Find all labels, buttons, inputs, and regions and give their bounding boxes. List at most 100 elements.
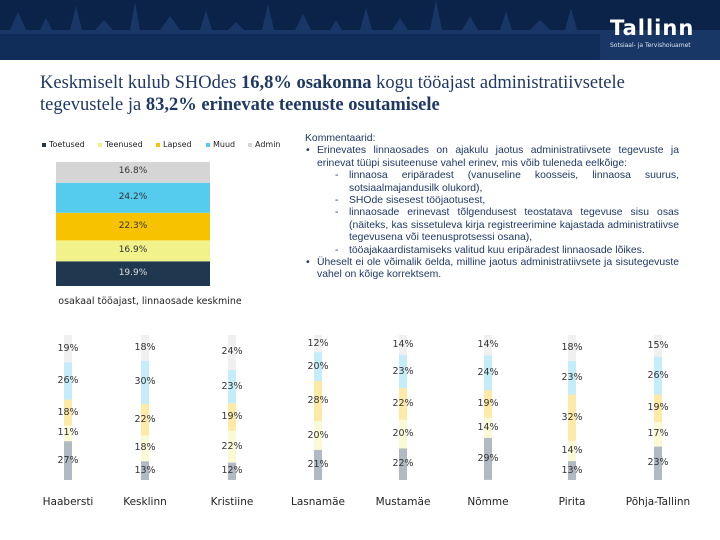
district-segment-label: 13% <box>134 464 156 476</box>
tallinn-logo: Tallinn <box>610 16 695 40</box>
avg-bar-segment-toetused <box>56 261 210 286</box>
district-segment-label: 26% <box>57 374 79 386</box>
district-segment-label: 20% <box>307 360 329 372</box>
comments-heading: Kommentaarid: <box>305 133 376 144</box>
district-segment-label: 26% <box>647 369 669 381</box>
district-segment-label: 23% <box>221 380 243 392</box>
avg-segment-label: 16.8% <box>118 166 148 177</box>
legend-swatch <box>156 142 160 147</box>
district-segment-label: 14% <box>392 339 414 350</box>
district-label: Lasnamäe <box>291 496 345 508</box>
district-segment-label: 29% <box>477 453 499 464</box>
page-title: Keskmiselt kulub SHOdes 16,8% osakonna k… <box>40 73 625 115</box>
legend-swatch <box>206 142 210 147</box>
district-bar-segment <box>141 335 149 361</box>
district-bar-segment <box>228 335 236 370</box>
district-bar-segment <box>568 394 576 441</box>
district-bar-segment <box>399 355 407 389</box>
legend-swatch <box>42 142 46 147</box>
avg-segment-label: 19.9% <box>118 267 148 278</box>
district-bar-segment <box>484 437 492 480</box>
comment-sub-2: SHOde sisesest tööjaotusest, <box>305 195 679 208</box>
district-bar-segment <box>141 360 149 404</box>
district-segment-label: 18% <box>134 341 156 353</box>
district-segment-label: 18% <box>134 442 156 454</box>
district-bar-segment <box>228 369 236 404</box>
district-segment-label: 24% <box>221 346 243 358</box>
district-label: Pirita <box>558 496 586 508</box>
district-bar-segment <box>654 335 662 357</box>
district-bar-segment <box>141 461 149 480</box>
district-bar-segment <box>568 461 576 480</box>
district-bar-segment <box>568 361 576 395</box>
district-segment-label: 20% <box>307 429 329 441</box>
district-bar-segment <box>64 335 72 363</box>
district-segment-label: 32% <box>561 411 583 423</box>
district-bar-segment <box>314 421 322 450</box>
comment-sub-3: linnaosade erinevast tõlgendusest teosta… <box>305 207 679 244</box>
district-label: Haabersti <box>42 496 94 508</box>
district-bar-segment <box>399 419 407 449</box>
district-bar-segment <box>568 335 576 362</box>
district-segment-label: 22% <box>221 440 243 452</box>
district-bar-segment <box>314 380 322 422</box>
district-bar-segment <box>484 335 492 356</box>
district-segment-label: 19% <box>647 402 669 414</box>
district-bar-segment <box>484 355 492 391</box>
district-label: Kristiine <box>210 496 254 508</box>
district-bar-segment <box>64 441 72 480</box>
district-bar-segment <box>314 449 322 480</box>
district-bar-segment <box>399 388 407 420</box>
city-skyline-graphic <box>0 0 720 60</box>
district-bar-segment <box>228 430 236 463</box>
district-bar-segment <box>64 425 72 442</box>
district-segment-label: 21% <box>307 458 329 470</box>
district-segment-label: 18% <box>561 342 583 353</box>
district-bar-segment <box>228 403 236 431</box>
district-segment-label: 23% <box>392 365 414 377</box>
department-name: Sotsiaal- ja Tervishoiuamet <box>610 42 691 49</box>
avg-bar-segment-lapsed <box>56 212 210 241</box>
legend-item-muud: Muud <box>206 140 235 149</box>
district-segment-label: 18% <box>57 406 79 418</box>
district-bar-segment <box>228 462 236 480</box>
district-segment-label: 23% <box>561 371 583 383</box>
district-bar-segment <box>64 362 72 400</box>
avg-bar-segment-teenused <box>56 240 210 262</box>
avg-bar-segment-muud <box>56 182 210 213</box>
district-segment-label: 28% <box>307 395 329 406</box>
district-segment-label: 19% <box>477 397 499 409</box>
legend-swatch <box>98 142 102 147</box>
district-segment-label: 23% <box>647 457 669 469</box>
district-segment-label: 20% <box>392 428 414 440</box>
district-bar-segment <box>654 356 662 395</box>
district-bar-segment <box>64 399 72 426</box>
district-segment-label: 22% <box>134 413 156 425</box>
district-bar-segment <box>484 417 492 438</box>
district-segment-label: 27% <box>57 454 79 466</box>
district-segment-label: 19% <box>221 410 243 422</box>
district-bar-segment <box>141 403 149 436</box>
district-bar-segment <box>314 352 322 381</box>
legend-item-toetuses: Toetused <box>42 140 85 149</box>
district-bar-segment <box>314 335 322 353</box>
district-bar-segment <box>654 422 662 447</box>
district-segment-label: 15% <box>647 339 669 351</box>
legend-swatch <box>248 142 252 147</box>
avg-bar-segment-admin <box>56 162 210 183</box>
district-segment-label: 22% <box>392 458 414 470</box>
avg-segment-label: 16.9% <box>118 244 148 255</box>
avg-segment-label: 24.2% <box>118 191 148 202</box>
avg-segment-label: 22.3% <box>118 220 148 231</box>
district-segment-label: 14% <box>477 339 499 351</box>
district-segment-label: 12% <box>221 465 243 477</box>
district-bar-segment <box>654 394 662 422</box>
district-segment-label: 13% <box>561 464 583 476</box>
district-label: Nõmme <box>467 496 509 508</box>
comment-sub-1: linnaosa eripäradest (vanuseline koossei… <box>305 170 679 195</box>
district-segment-label: 17% <box>647 428 669 440</box>
district-bar-segment <box>484 390 492 418</box>
average-chart-caption: osakaal tööajast, linnaosade keskmine <box>58 296 242 307</box>
district-label: Mustamäe <box>375 496 431 508</box>
